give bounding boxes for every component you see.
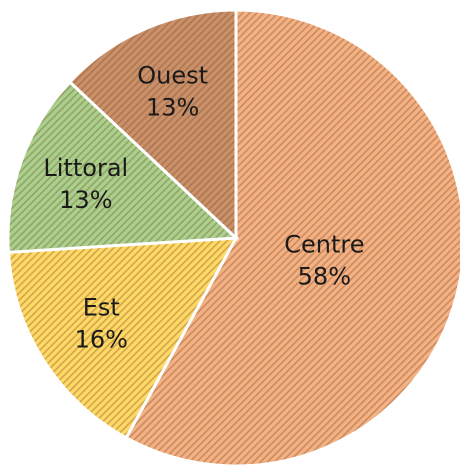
slice-value-label: 58% [298, 263, 351, 291]
pie-slice [67, 8, 238, 242]
slice-value-label: 13% [59, 186, 112, 214]
pie-slice [124, 8, 460, 468]
slice-label: Est [83, 294, 120, 322]
slice-value-label: 16% [75, 326, 128, 354]
slice-value-label: 13% [146, 94, 199, 122]
pie-slice [6, 79, 240, 254]
slice-label: Littoral [43, 154, 128, 182]
pie-slice [6, 236, 239, 440]
slice-label: Ouest [137, 62, 208, 90]
slice-label: Centre [284, 231, 364, 259]
